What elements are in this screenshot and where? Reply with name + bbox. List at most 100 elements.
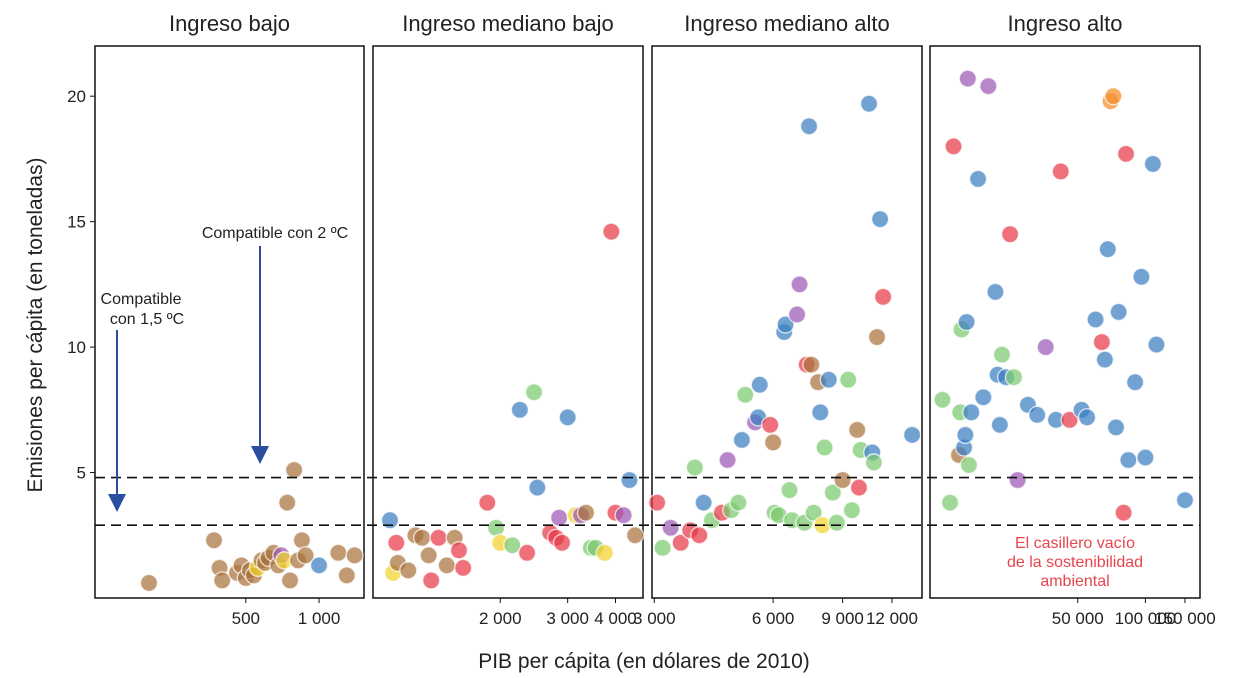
panel-frame <box>372 45 644 599</box>
data-points <box>933 69 1195 522</box>
data-point <box>1060 410 1079 430</box>
x-axis-title: PIB per cápita (en dólares de 2010) <box>478 650 810 673</box>
data-point <box>549 508 569 527</box>
data-point <box>653 538 672 558</box>
annotation-empty-box: El casillero vacío de la sostenibilidad … <box>1007 535 1143 590</box>
data-point <box>503 536 522 555</box>
data-point <box>1104 86 1123 106</box>
data-point <box>729 493 748 512</box>
data-point <box>510 400 530 420</box>
data-point <box>1143 154 1163 174</box>
data-point <box>763 433 783 452</box>
data-point <box>1109 302 1128 322</box>
data-point <box>859 94 879 113</box>
data-point <box>694 493 713 512</box>
x-tick-label: 2 000 <box>479 609 522 628</box>
data-point <box>992 345 1012 364</box>
data-point <box>422 571 441 590</box>
arrowhead-compatible-2-icon <box>251 446 269 464</box>
annotation-empty-box-line1: El casillero vacío <box>1015 535 1135 552</box>
data-point <box>867 327 887 347</box>
data-point <box>399 561 418 580</box>
data-point <box>1106 418 1126 437</box>
data-point <box>956 425 975 445</box>
panel-title: Ingreso bajo <box>169 11 290 36</box>
data-point <box>986 282 1005 302</box>
data-point <box>848 420 867 440</box>
data-point <box>815 438 834 457</box>
data-point <box>787 305 807 324</box>
data-point <box>750 375 769 394</box>
annotation-empty-box-line3: ambiental <box>1040 573 1109 590</box>
data-point <box>309 556 329 575</box>
data-point <box>819 370 838 389</box>
data-point <box>990 415 1010 435</box>
data-point <box>962 403 981 422</box>
x-tick-label: 500 <box>232 609 260 628</box>
data-point <box>959 455 979 475</box>
data-point <box>823 483 843 502</box>
data-point <box>329 543 348 563</box>
x-tick-label: 100 000 <box>1115 609 1176 628</box>
data-point <box>337 566 356 585</box>
data-point <box>419 546 438 565</box>
data-point <box>558 408 577 427</box>
data-point <box>974 388 993 407</box>
data-point <box>345 546 364 565</box>
data-point <box>902 425 922 445</box>
data-point <box>380 511 400 530</box>
data-point <box>933 390 952 409</box>
data-point <box>284 460 304 480</box>
data-point <box>595 543 614 563</box>
x-tick-label: 3 000 <box>546 609 589 628</box>
chart-panels: Ingreso bajo 500 1 000 Ingreso mediano bajo… <box>94 11 1216 628</box>
data-point <box>602 222 621 241</box>
y-tick-label: 5 <box>77 464 86 483</box>
y-axis: 5 10 15 20 <box>67 87 95 483</box>
data-point <box>524 383 544 402</box>
x-tick-label: 6 000 <box>752 609 795 628</box>
data-point <box>1147 335 1166 354</box>
data-point <box>1051 162 1070 181</box>
data-point <box>1125 373 1145 392</box>
panel-1: Ingreso bajo 500 1 000 <box>94 11 365 628</box>
threshold-lines <box>95 476 1200 527</box>
panel-frame <box>651 45 923 599</box>
data-points <box>139 460 364 593</box>
data-point <box>685 458 705 477</box>
data-point <box>647 493 667 512</box>
y-tick-label: 10 <box>67 338 86 357</box>
data-point <box>1136 448 1155 467</box>
data-point <box>278 493 297 512</box>
data-point <box>620 470 639 490</box>
data-point <box>576 503 596 522</box>
data-point <box>842 500 862 520</box>
data-point <box>412 528 432 547</box>
data-point <box>1116 144 1136 164</box>
data-point <box>1175 490 1195 510</box>
annotation-compatible-1-5: Compatible con 1,5 ºC <box>101 291 184 512</box>
data-point <box>1132 267 1151 287</box>
data-point <box>780 480 799 500</box>
data-point <box>799 117 819 136</box>
data-point <box>552 533 572 552</box>
data-point <box>1036 337 1055 357</box>
data-point <box>204 531 224 550</box>
panel-2: Ingreso mediano bajo 2 000 3 000 4 000 <box>372 11 645 628</box>
data-point <box>1086 310 1105 329</box>
data-point <box>1000 224 1020 244</box>
data-point <box>296 546 315 565</box>
data-point <box>1028 405 1047 425</box>
data-point <box>790 275 809 294</box>
data-point <box>849 478 869 497</box>
panel-3: Ingreso mediano alto 3 000 6 000 9 000 12 00… <box>633 11 923 628</box>
data-point <box>958 69 977 88</box>
data-point <box>802 355 821 374</box>
data-point <box>940 493 960 512</box>
data-point <box>732 430 752 450</box>
data-points <box>647 94 922 558</box>
data-point <box>873 287 893 307</box>
x-tick-label: 12 000 <box>866 609 918 628</box>
